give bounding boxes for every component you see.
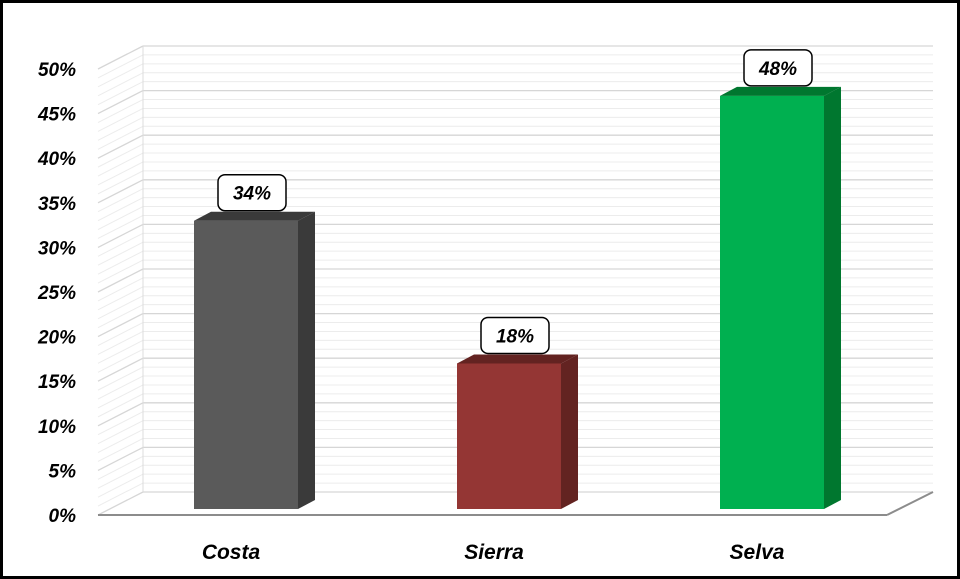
bar-top — [457, 354, 578, 364]
side-gridline — [97, 259, 144, 284]
floor-edge — [886, 491, 934, 516]
x-category-label: Costa — [202, 541, 261, 564]
y-tick-label: 50% — [38, 60, 76, 81]
y-tick-label: 15% — [38, 372, 76, 393]
data-label: 18% — [496, 326, 534, 347]
side-gridline — [97, 45, 144, 70]
data-label-box — [480, 316, 550, 355]
y-tick-label: 0% — [49, 506, 77, 527]
side-gridline — [97, 438, 144, 462]
y-tick-label: 20% — [37, 328, 76, 349]
side-gridline — [97, 134, 144, 159]
side-gridline — [97, 241, 144, 266]
side-gridline — [97, 411, 144, 436]
axes: 0% 5% 10% 15% 20% 25% 30% 35% 40% 45% 50% — [37, 60, 934, 527]
labels: 34% Costa 18% Sierra 48% Selva — [202, 49, 813, 564]
side-gridline — [97, 232, 144, 257]
side-gridline — [97, 223, 144, 248]
side-gridline — [97, 402, 144, 427]
side-gridline — [97, 464, 144, 489]
side-gridline — [97, 330, 144, 355]
side-gridline — [97, 107, 144, 132]
side-gridline — [97, 491, 144, 516]
side-gridline — [97, 446, 144, 471]
data-label: 48% — [758, 59, 797, 80]
side-gridline — [97, 188, 144, 213]
side-gridline — [97, 250, 144, 275]
side-gridline — [97, 161, 144, 186]
side-gridline — [97, 482, 144, 507]
side-gridline — [97, 90, 144, 115]
side-gridline — [97, 348, 144, 373]
y-tick-label: 45% — [37, 105, 76, 126]
side-gridline — [97, 63, 144, 88]
data-label: 34% — [233, 184, 271, 205]
side-gridline — [97, 72, 144, 97]
side-gridline — [97, 286, 144, 311]
side-gridline — [97, 455, 144, 480]
side-gridline — [97, 313, 144, 338]
bar-side — [561, 354, 578, 509]
data-label-box — [217, 173, 287, 212]
side-gridline — [97, 54, 144, 79]
x-category-label: Sierra — [464, 541, 524, 564]
y-tick-label: 25% — [37, 283, 76, 304]
y-tick-label: 30% — [38, 238, 76, 259]
bar-side — [824, 86, 841, 509]
side-gridline — [97, 429, 144, 454]
side-gridline — [97, 384, 144, 409]
side-gridline — [97, 393, 144, 418]
bar-chart: 0% 5% 10% 15% 20% 25% 30% 35% 40% 45% 50% 34% Costa… — [37, 45, 934, 564]
x-category-label: Selva — [730, 541, 785, 564]
bar-costa — [194, 220, 298, 509]
side-gridline — [97, 125, 144, 150]
side-gridline — [97, 357, 144, 382]
y-tick-label: 5% — [49, 461, 77, 482]
side-gridline — [97, 116, 144, 141]
side-gridline — [97, 295, 144, 320]
bar-top — [194, 211, 315, 221]
y-tick-label: 10% — [38, 417, 76, 438]
side-gridline — [97, 366, 144, 391]
data-label-box — [743, 49, 813, 87]
side-gridline — [97, 420, 144, 445]
side-gridline — [97, 322, 144, 346]
y-tick-label: 35% — [38, 194, 76, 215]
bar-selva — [720, 95, 824, 509]
side-gridline — [97, 215, 144, 239]
side-gridline — [97, 179, 144, 204]
side-gridline — [97, 170, 144, 195]
side-gridline — [97, 268, 144, 293]
side-gridline — [97, 206, 144, 231]
y-tick-label: 40% — [37, 149, 76, 170]
side-gridline — [97, 277, 144, 302]
side-gridline — [97, 197, 144, 222]
side-gridline — [97, 339, 144, 364]
bars — [194, 86, 841, 509]
side-gridline — [97, 81, 144, 106]
side-gridline — [97, 152, 144, 177]
bar-side — [298, 211, 315, 509]
side-gridline — [97, 99, 144, 123]
side-gridline — [97, 143, 144, 168]
side-gridline — [97, 473, 144, 498]
bar-top — [720, 86, 841, 96]
bar-sierra — [457, 363, 561, 509]
side-gridline — [97, 375, 144, 400]
side-gridline — [97, 304, 144, 329]
